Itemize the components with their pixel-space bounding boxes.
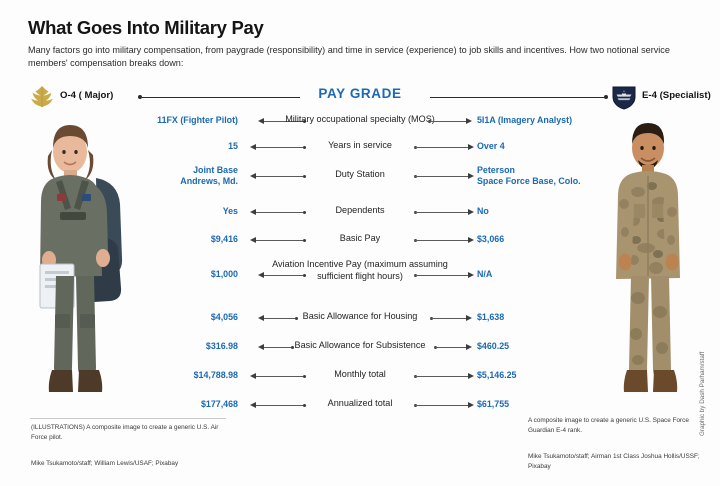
row-value-right: No (477, 206, 489, 216)
connector-arrow-left (250, 402, 306, 409)
connector-arrow-left (250, 173, 306, 180)
row-value-right: $460.25 (477, 341, 510, 351)
row-label: Basic Pay (339, 233, 381, 243)
row-value-left: $316.98 (205, 341, 238, 351)
connector-arrow-left (250, 209, 306, 216)
row-value-left: $9,416 (210, 234, 238, 244)
connector-arrow-right (428, 118, 472, 125)
right-illustration-credit: Mike Tsukamoto/staff; Airman 1st Class J… (528, 453, 700, 470)
connector-arrow-left (250, 237, 306, 244)
connector-arrow-left (258, 315, 298, 322)
connector-arrow-left (258, 118, 306, 125)
connector-arrow-right (430, 315, 472, 322)
table-row: $1,000 Aviation Incentive Pay (maximum a… (0, 255, 720, 305)
table-row: $4,056 Basic Allowance for Housing $1,63… (0, 305, 720, 334)
rank-label-left: O-4 ( Major) (60, 90, 114, 101)
row-label: Dependents (335, 205, 385, 215)
left-illustration-credit: Mike Tsukamoto/staff; William Lewis/USAF… (31, 460, 179, 467)
connector-arrow-right (414, 209, 474, 216)
caption-divider (30, 418, 226, 419)
connector-arrow-right (414, 144, 474, 151)
row-label: Basic Allowance for Housing (302, 311, 418, 321)
graphic-credit: Graphic by Dash Parham/staff (699, 351, 706, 436)
right-illustration-note: A composite image to create a generic U.… (528, 417, 689, 434)
connector-arrow-left (250, 144, 306, 151)
row-value-left: $1,000 (210, 269, 238, 279)
paygrade-connector-dot-left (138, 95, 142, 99)
paygrade-connector-dot-right (604, 95, 608, 99)
row-label: Military occupational specialty (MOS) (285, 114, 435, 124)
table-row: 15 Years in service Over 4 (0, 134, 720, 161)
row-value-right: $5,146.25 (477, 370, 517, 380)
connector-arrow-left (250, 373, 306, 380)
row-value-right: $3,066 (477, 234, 505, 244)
paygrade-connector-line-right (430, 97, 606, 99)
row-value-right: Peterson Space Force Base, Colo. (477, 165, 581, 187)
row-value-left: 15 (228, 141, 238, 151)
row-label: Annualized total (327, 398, 393, 408)
table-row: 11FX (Fighter Pilot) Military occupation… (0, 112, 720, 134)
row-value-right: $61,755 (477, 399, 510, 409)
connector-arrow-right (414, 373, 474, 380)
row-label: Aviation Incentive Pay (maximum assuming… (272, 259, 448, 281)
connector-arrow-right (414, 402, 474, 409)
row-value-right: N/A (477, 269, 493, 279)
page-deck: Many factors go into military compensati… (28, 45, 670, 68)
gold-oak-leaf-icon (28, 84, 56, 110)
row-value-left: $177,468 (200, 399, 238, 409)
paygrade-header-row: O-4 ( Major) PAY GRADE E-4 (Specialist) (28, 84, 711, 110)
row-value-left: Yes (222, 206, 238, 216)
row-label: Duty Station (335, 169, 385, 179)
connector-arrow-right (414, 173, 474, 180)
comparison-table: 11FX (Fighter Pilot) Military occupation… (0, 112, 720, 421)
connector-arrow-right (434, 344, 472, 351)
table-row: Yes Dependents No (0, 199, 720, 227)
row-label: Basic Allowance for Subsistence (294, 340, 426, 350)
connector-arrow-left (258, 344, 294, 351)
connector-arrow-right (414, 272, 474, 279)
row-value-left: $14,788.98 (193, 370, 238, 380)
rank-label-right: E-4 (Specialist) (642, 90, 711, 101)
table-row: $9,416 Basic Pay $3,066 (0, 227, 720, 255)
row-value-right: $1,638 (477, 312, 505, 322)
left-illustration-note: (ILLUSTRATIONS) A composite image to cre… (31, 424, 219, 441)
table-row: $14,788.98 Monthly total $5,146.25 (0, 363, 720, 392)
table-row: $177,468 Annualized total $61,755 (0, 392, 720, 421)
connector-arrow-left (258, 272, 306, 279)
space-force-guardian-illustration (600, 108, 696, 408)
table-row: Joint Base Andrews, Md. Duty Station Pet… (0, 161, 720, 199)
page-title: What Goes Into Military Pay (28, 17, 264, 38)
row-value-left: Joint Base Andrews, Md. (180, 165, 238, 187)
table-row: $316.98 Basic Allowance for Subsistence … (0, 334, 720, 363)
paygrade-connector-line-left (142, 97, 300, 99)
row-value-right: Over 4 (477, 141, 505, 151)
row-label: Years in service (328, 140, 392, 150)
row-value-right: 5I1A (Imagery Analyst) (477, 115, 573, 125)
paygrade-center-label: PAY GRADE (318, 86, 402, 101)
row-value-left: $4,056 (210, 312, 238, 322)
connector-arrow-right (414, 237, 474, 244)
row-value-left: 11FX (Fighter Pilot) (157, 115, 238, 125)
row-label: Monthly total (334, 369, 386, 379)
space-force-e4-insignia-icon (610, 84, 638, 110)
air-force-pilot-illustration (24, 108, 142, 408)
